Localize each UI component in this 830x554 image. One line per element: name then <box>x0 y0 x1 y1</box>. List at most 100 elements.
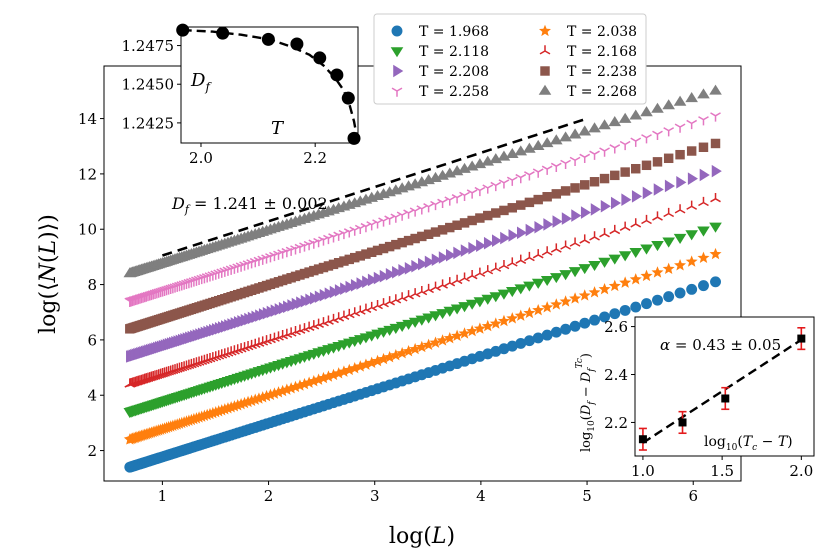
data-point <box>398 264 409 277</box>
data-point <box>685 230 698 241</box>
legend-label: T = 2.268 <box>567 84 637 100</box>
data-point <box>640 106 653 117</box>
data-point <box>430 227 441 237</box>
data-point <box>609 224 621 235</box>
data-point <box>686 283 698 295</box>
data-point <box>378 298 389 308</box>
inset-bottom-point <box>638 427 647 451</box>
data-point <box>489 153 503 164</box>
data-point <box>709 222 722 233</box>
data-point <box>621 193 632 207</box>
data-point <box>710 138 721 149</box>
point-marker <box>721 394 730 403</box>
data-point <box>697 88 710 99</box>
main-x-tick-label: 5 <box>582 487 592 505</box>
legend-frame <box>373 13 647 105</box>
data-point <box>293 379 306 391</box>
data-point <box>385 267 396 281</box>
data-point <box>482 265 494 275</box>
data-point <box>437 225 448 235</box>
data-point <box>276 384 289 397</box>
data-point <box>354 305 366 315</box>
inset-top-point <box>313 51 327 65</box>
data-point <box>551 189 562 199</box>
data-point <box>436 334 449 346</box>
data-point <box>662 237 675 248</box>
data-point <box>372 219 383 229</box>
data-point <box>475 213 485 223</box>
data-point <box>508 229 519 242</box>
data-point <box>242 395 255 408</box>
data-point <box>663 127 675 137</box>
data-point <box>307 374 320 387</box>
inset-top-y-ticks: 1.2425 1.2450 1.2475 <box>122 37 181 132</box>
data-point <box>686 146 697 156</box>
data-point <box>609 308 621 320</box>
inset-top-point <box>330 68 344 82</box>
data-point <box>588 286 601 298</box>
data-point <box>506 176 518 186</box>
data-point <box>514 309 527 321</box>
series-3 <box>123 222 722 419</box>
data-point <box>339 256 349 266</box>
data-point <box>458 302 471 313</box>
legend-marker <box>540 66 550 76</box>
inset-bottom-y-tick-label: 2.4 <box>604 366 628 384</box>
data-point <box>543 218 554 231</box>
data-point <box>631 163 641 174</box>
data-point <box>619 140 631 151</box>
data-point <box>268 387 281 399</box>
data-point <box>228 400 241 412</box>
data-point <box>360 222 372 233</box>
data-point <box>490 181 502 192</box>
data-point <box>322 370 335 382</box>
data-point <box>559 131 572 142</box>
data-point <box>578 125 592 136</box>
data-point <box>588 260 601 272</box>
data-point <box>651 241 664 252</box>
data-point <box>550 326 562 338</box>
data-point <box>445 248 457 262</box>
main-y-tick-label: 4 <box>87 387 97 405</box>
data-point <box>318 262 329 273</box>
data-point <box>468 241 479 255</box>
data-point <box>430 281 441 291</box>
data-point <box>590 203 601 216</box>
data-point <box>651 102 664 113</box>
legend-label: T = 2.258 <box>419 84 489 100</box>
data-point <box>516 226 528 240</box>
data-point <box>411 259 422 273</box>
data-point <box>372 299 383 310</box>
inset-top-points-group <box>176 23 361 145</box>
inset-bottom-y-tick-label: 2.6 <box>604 318 628 336</box>
data-point <box>343 363 356 376</box>
data-point <box>328 259 339 270</box>
data-point <box>390 294 402 304</box>
data-point <box>579 153 591 163</box>
data-point <box>490 262 502 272</box>
data-point <box>429 336 442 348</box>
data-point <box>698 116 709 126</box>
data-point <box>438 251 449 264</box>
data-point <box>531 278 545 289</box>
data-point <box>524 197 535 208</box>
data-point <box>629 247 643 259</box>
data-point <box>443 331 456 344</box>
inset-bottom-y-tick-label: 2.2 <box>604 414 628 432</box>
data-point <box>686 119 698 130</box>
data-point <box>619 304 631 316</box>
data-point <box>640 269 653 282</box>
data-point <box>618 112 632 123</box>
legend-marker <box>539 24 551 37</box>
inset-top-point <box>216 26 230 40</box>
data-point <box>408 317 422 328</box>
main-x-axis-label: log(L) <box>389 524 455 549</box>
data-point <box>349 307 361 317</box>
data-point <box>686 200 698 210</box>
data-point <box>451 194 463 204</box>
data-point <box>285 382 298 394</box>
data-point <box>549 273 563 284</box>
data-point <box>608 279 621 292</box>
data-point <box>280 383 293 395</box>
